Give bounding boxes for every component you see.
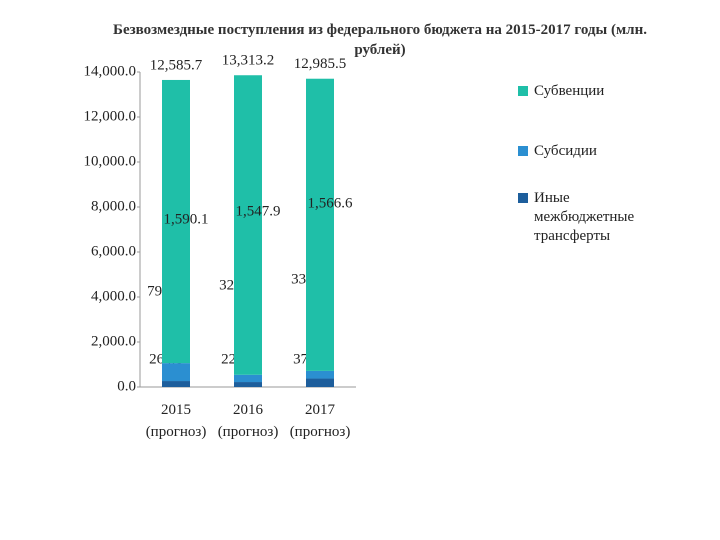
bar-segment	[162, 363, 190, 382]
data-label: 12,585.7	[150, 57, 203, 73]
legend-label: Субсидии	[534, 143, 597, 159]
annotation: 1,566.6	[308, 195, 354, 211]
y-tick-label: 4,000.0	[91, 288, 136, 304]
annotation: 1,547.9	[236, 203, 281, 219]
data-label: 12,985.5	[294, 56, 347, 72]
legend-swatch	[518, 86, 528, 96]
bar-segment	[306, 378, 334, 387]
legend-label: Иные межбюджетные трансферты	[534, 190, 635, 244]
bar-segment	[234, 382, 262, 387]
y-tick-label: 12,000.0	[84, 108, 137, 124]
y-tick-label: 14,000.0	[84, 63, 137, 79]
y-tick-label: 6,000.0	[91, 243, 136, 259]
legend-entry: Иные межбюджетные трансферты	[518, 189, 668, 246]
annotation: 1,590.1	[164, 211, 209, 227]
legend-label: Субвенции	[534, 83, 605, 99]
bar-segment	[306, 370, 334, 379]
bar-segment	[234, 374, 262, 383]
legend-entry: Субвенции	[518, 82, 668, 142]
legend: Субвенции Субсидии Иные межбюджетные транс…	[518, 82, 668, 274]
legend-swatch	[518, 193, 528, 203]
y-tick-label: 2,000.0	[91, 333, 136, 349]
bar-segment	[162, 381, 190, 387]
bar-segment	[162, 79, 190, 364]
y-tick-label: 10,000.0	[84, 153, 137, 169]
x-tick-label: 2016 (прогноз)	[218, 402, 279, 440]
legend-entry: Субсидии	[518, 142, 668, 161]
x-tick-label: 2015 (прогноз)	[146, 402, 207, 440]
legend-swatch	[518, 146, 528, 156]
x-tick-label: 2017 (прогноз)	[290, 402, 351, 440]
bar-segment	[306, 78, 334, 371]
chart-title: Безвозмездные поступления из федеральног…	[113, 22, 647, 58]
data-label: 13,313.2	[222, 53, 275, 69]
y-tick-label: 8,000.0	[91, 198, 136, 214]
y-tick-label: 0.0	[117, 378, 136, 394]
bar-segment	[234, 75, 262, 375]
